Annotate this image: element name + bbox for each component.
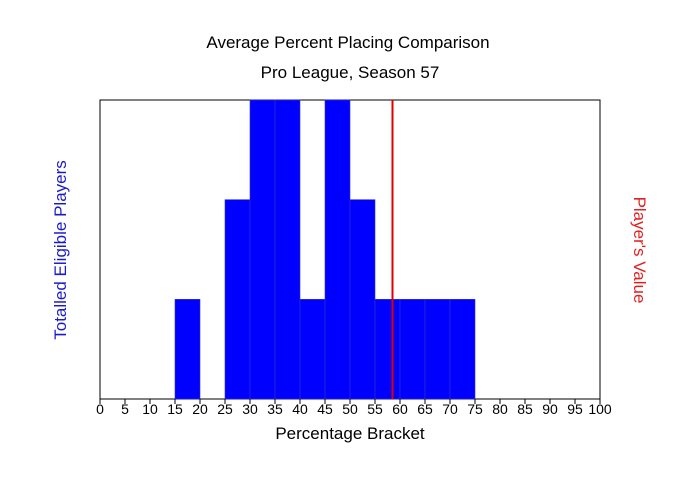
- x-tick-label-85: 85: [517, 401, 533, 417]
- x-tick-label-60: 60: [392, 401, 408, 417]
- x-ticks-group: 0 5 10 15 20 25 30 35 40 45 50 55 60 65 70 75 80 85 90 95 10…: [96, 399, 612, 417]
- chart-title: Average Percent Placing Comparison: [206, 33, 489, 52]
- chart-subtitle: Pro League, Season 57: [261, 63, 440, 82]
- x-tick-label-80: 80: [492, 401, 508, 417]
- bar-60: [399, 299, 426, 400]
- x-tick-label-15: 15: [167, 401, 183, 417]
- x-tick-label-55: 55: [367, 401, 383, 417]
- x-axis-label: Percentage Bracket: [275, 424, 425, 443]
- x-tick-label-45: 45: [317, 401, 333, 417]
- x-tick-label-50: 50: [342, 401, 358, 417]
- x-tick-label-0: 0: [96, 401, 104, 417]
- x-tick-label-70: 70: [442, 401, 458, 417]
- x-tick-label-95: 95: [567, 401, 583, 417]
- x-tick-label-40: 40: [292, 401, 308, 417]
- y-axis-label-right: Player's Value: [630, 197, 649, 304]
- x-tick-label-35: 35: [267, 401, 283, 417]
- x-tick-label-25: 25: [217, 401, 233, 417]
- x-tick-label-65: 65: [417, 401, 433, 417]
- x-tick-label-30: 30: [242, 401, 258, 417]
- bar-65: [424, 299, 451, 400]
- bar-25: [224, 199, 251, 400]
- bar-45: [324, 99, 351, 400]
- x-tick-label-90: 90: [542, 401, 558, 417]
- bar-15: [174, 299, 201, 400]
- bar-30: [249, 99, 276, 400]
- x-tick-label-5: 5: [121, 401, 129, 417]
- bar-50: [349, 199, 376, 400]
- bars-group: [174, 99, 476, 400]
- bar-55: [374, 299, 401, 400]
- x-tick-label-75: 75: [467, 401, 483, 417]
- x-tick-label-10: 10: [142, 401, 158, 417]
- bar-70: [449, 299, 476, 400]
- bar-35: [274, 99, 301, 400]
- x-tick-label-20: 20: [192, 401, 208, 417]
- x-tick-label-100: 100: [588, 401, 612, 417]
- bar-40: [299, 299, 326, 400]
- y-axis-label: Totalled Eligible Players: [51, 160, 70, 340]
